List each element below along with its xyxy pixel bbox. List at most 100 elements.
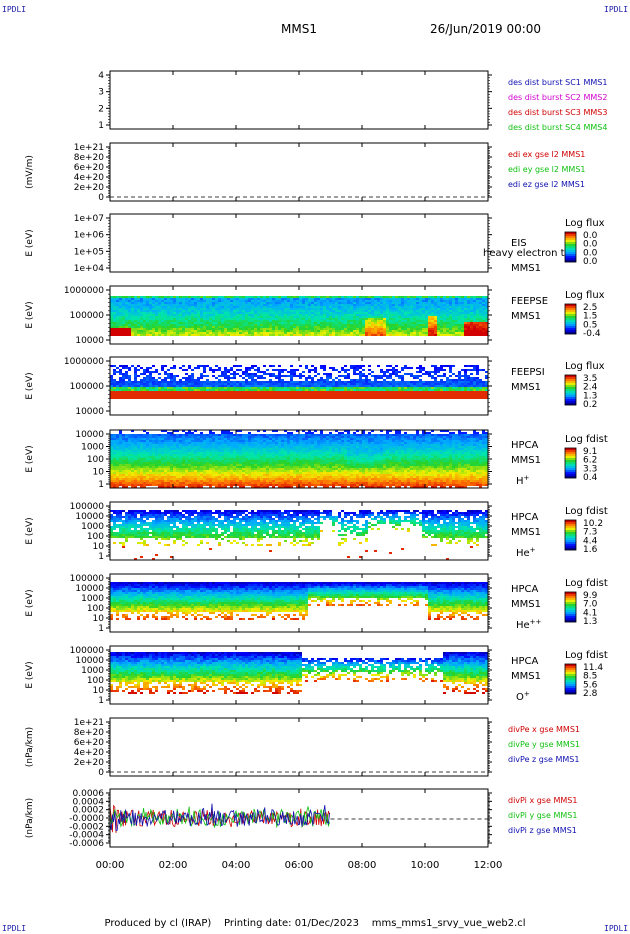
spectrogram-cell xyxy=(434,367,437,369)
spectrogram-cell xyxy=(131,438,134,440)
spectrogram-cell xyxy=(254,328,257,330)
spectrogram-cell xyxy=(365,298,368,300)
spectrogram-cell xyxy=(233,375,236,377)
spectrogram-cell xyxy=(374,381,377,383)
spectrogram-cell xyxy=(134,397,137,399)
spectrogram-cell xyxy=(455,322,458,324)
spectrogram-cell xyxy=(266,308,269,310)
spectrogram-cell xyxy=(233,389,236,391)
spectrogram-cell xyxy=(116,466,119,468)
spectrogram-cell xyxy=(383,300,386,302)
spectrogram-cell xyxy=(134,306,137,308)
spectrogram-cell xyxy=(170,393,173,395)
spectrogram-cell xyxy=(455,306,458,308)
spectrogram-cell xyxy=(230,308,233,310)
spectrogram-cell xyxy=(437,310,440,312)
spectrogram-cell xyxy=(341,300,344,302)
spectrogram-cell xyxy=(170,302,173,304)
spectrogram-cell xyxy=(419,334,422,336)
spectrogram-cell xyxy=(254,324,257,326)
spectrogram-cell xyxy=(446,296,449,298)
spectrogram-cell xyxy=(476,393,479,395)
spectrogram-cell xyxy=(128,450,131,452)
spectrogram-cell xyxy=(365,381,368,383)
spectrogram-cell xyxy=(218,381,221,383)
spectrogram-cell xyxy=(464,385,467,387)
spectrogram-cell xyxy=(278,395,281,397)
spectrogram-cell xyxy=(206,306,209,308)
spectrogram-cell xyxy=(404,383,407,385)
spectrogram-cell xyxy=(239,312,242,314)
spectrogram-cell xyxy=(227,324,230,326)
spectrogram-cell xyxy=(344,395,347,397)
spectrogram-cell xyxy=(344,312,347,314)
spectrogram-cell xyxy=(266,316,269,318)
spectrogram-cell xyxy=(380,298,383,300)
spectrogram-cell xyxy=(125,296,128,298)
spectrogram-cell xyxy=(122,391,125,393)
spectrogram-cell xyxy=(194,324,197,326)
spectrogram-cell xyxy=(326,296,329,298)
spectrogram-cell xyxy=(335,389,338,391)
spectrogram-cell xyxy=(419,304,422,306)
spectrogram-cell xyxy=(284,326,287,328)
spectrogram-cell xyxy=(155,332,158,334)
spectrogram-cell xyxy=(164,300,167,302)
spectrogram-cell xyxy=(377,306,380,308)
spectrogram-cell xyxy=(428,373,431,375)
spectrogram-cell xyxy=(239,310,242,312)
spectrogram-cell xyxy=(296,332,299,334)
spectrogram-cell xyxy=(167,308,170,310)
spectrogram-cell xyxy=(359,387,362,389)
spectrogram-cell xyxy=(464,302,467,304)
spectrogram-cell xyxy=(248,393,251,395)
spectrogram-cell xyxy=(176,375,179,377)
spectrogram-cell xyxy=(110,484,113,486)
spectrogram-cell xyxy=(350,397,353,399)
spectrogram-cell xyxy=(311,322,314,324)
spectrogram-cell xyxy=(239,381,242,383)
spectrogram-cell xyxy=(212,389,215,391)
spectrogram-cell xyxy=(284,332,287,334)
spectrogram-cell xyxy=(386,332,389,334)
spectrogram-cell xyxy=(461,385,464,387)
spectrogram-cell xyxy=(443,330,446,332)
spectrogram-cell xyxy=(146,456,149,458)
spectrogram-cell xyxy=(242,302,245,304)
spectrogram-cell xyxy=(308,330,311,332)
spectrogram-cell xyxy=(113,322,116,324)
spectrogram-cell xyxy=(458,304,461,306)
spectrogram-cell xyxy=(467,385,470,387)
spectrogram-cell xyxy=(218,314,221,316)
spectrogram-cell xyxy=(311,324,314,326)
spectrogram-cell xyxy=(179,318,182,320)
spectrogram-cell xyxy=(230,389,233,391)
spectrogram-cell xyxy=(305,332,308,334)
spectrogram-cell xyxy=(422,322,425,324)
spectrogram-cell xyxy=(302,371,305,373)
spectrogram-cell xyxy=(254,373,257,375)
spectrogram-cell xyxy=(458,377,461,379)
y-tick-label: 1e+04 xyxy=(74,264,105,274)
spectrogram-cell xyxy=(179,385,182,387)
spectrogram-cell xyxy=(119,472,122,474)
spectrogram-cell xyxy=(233,393,236,395)
colorbar-cell xyxy=(565,240,576,243)
spectrogram-cell xyxy=(368,326,371,328)
spectrogram-cell xyxy=(287,310,290,312)
spectrogram-cell xyxy=(311,304,314,306)
spectrogram-cell xyxy=(278,389,281,391)
spectrogram-cell xyxy=(116,306,119,308)
spectrogram-cell xyxy=(179,308,182,310)
spectrogram-cell xyxy=(236,300,239,302)
spectrogram-cell xyxy=(473,298,476,300)
spectrogram-cell xyxy=(218,304,221,306)
spectrogram-cell xyxy=(119,446,122,448)
instrument-label: FEEPSE xyxy=(511,296,548,307)
y-tick-label: 0 xyxy=(98,193,104,203)
spectrogram-cell xyxy=(311,377,314,379)
spectrogram-cell xyxy=(431,296,434,298)
spectrogram-cell xyxy=(365,304,368,306)
panel-frame xyxy=(109,213,489,273)
spectrogram-cell xyxy=(392,391,395,393)
